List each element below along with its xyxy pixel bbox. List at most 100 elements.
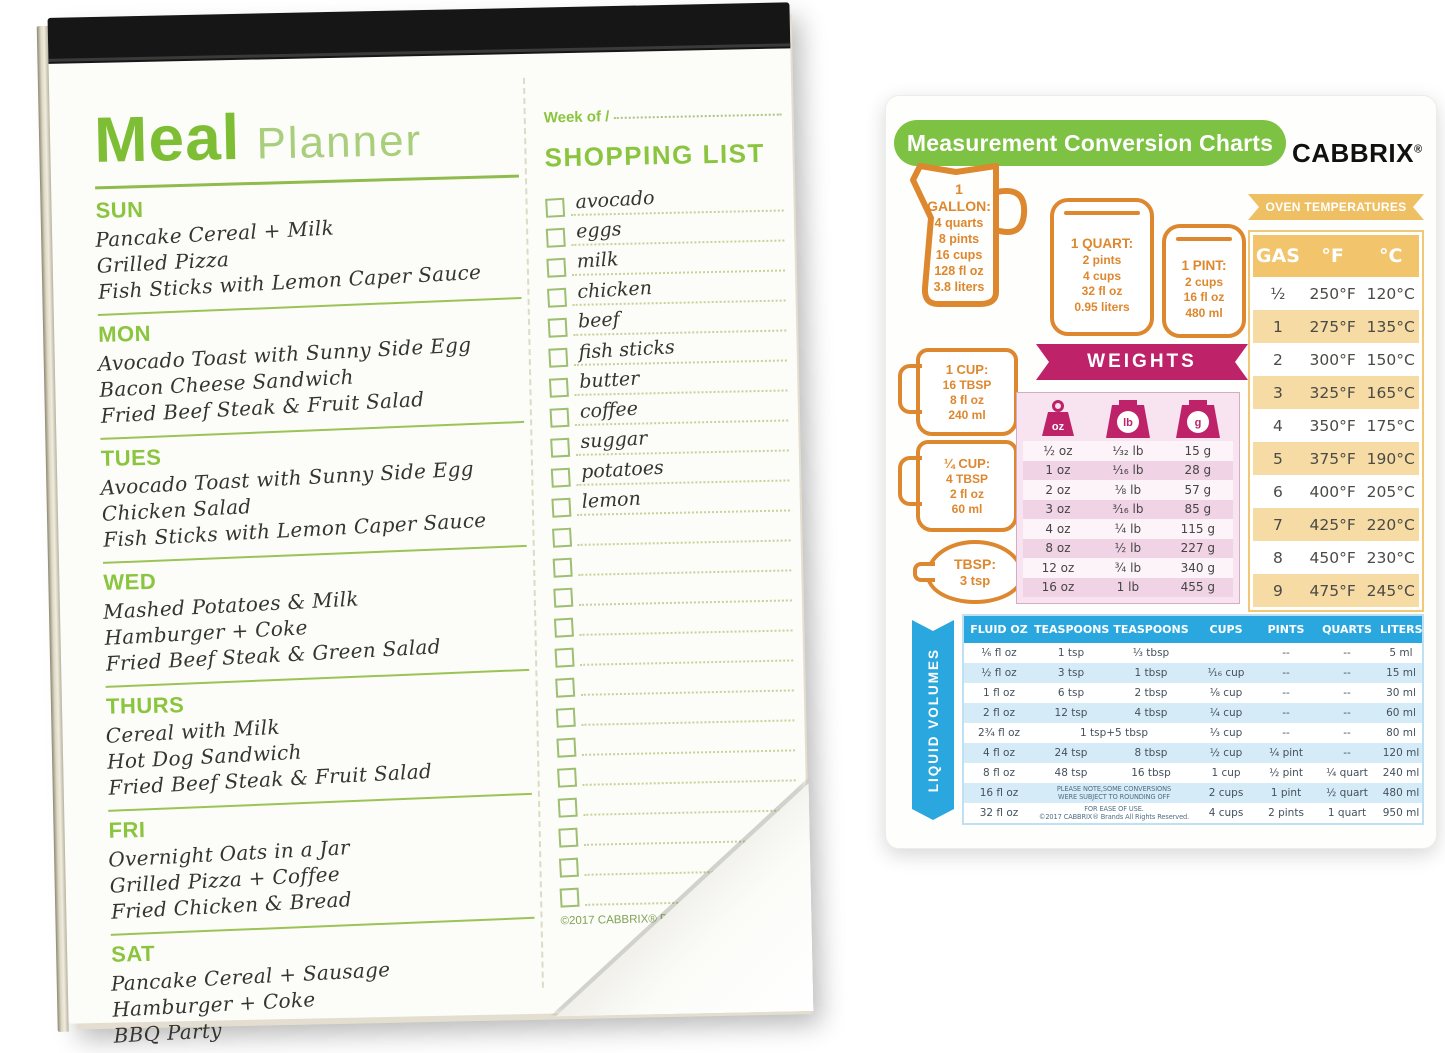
- cell: 8 tbsp: [1134, 747, 1168, 759]
- oven-ribbon-label: OVEN TEMPERATURES: [1265, 200, 1407, 214]
- cell: 16 fl oz: [979, 787, 1019, 799]
- cell: 4 fl oz: [983, 747, 1015, 759]
- cell: 15 ml: [1386, 667, 1416, 679]
- checkbox[interactable]: [548, 377, 569, 398]
- oven-row: ½ 250°F 120°C: [1253, 277, 1419, 310]
- day-section-mon: MON Avocado Toast with Sunny Side Egg Ba…: [97, 313, 525, 440]
- cell: 240 ml: [1382, 767, 1420, 779]
- checkbox[interactable]: [555, 707, 576, 728]
- liquid-row: ⅙ fl oz 1 tsp ⅓ tbsp -- -- 5 ml: [964, 643, 1422, 663]
- checkbox[interactable]: [558, 857, 579, 878]
- oven-row: 2 300°F 150°C: [1253, 343, 1419, 376]
- note-line: WERE SUBJECT TO ROUNDING OFF: [1058, 793, 1170, 801]
- checkbox[interactable]: [550, 437, 571, 458]
- note-line: ©2017 CABBRIX® Brands All Rights Reserve…: [1038, 813, 1190, 821]
- checkbox[interactable]: [552, 527, 573, 548]
- checkbox[interactable]: [553, 587, 574, 608]
- oven-row: 8 450°F 230°C: [1253, 541, 1419, 574]
- weights-ribbon: WEIGHTS: [1036, 344, 1248, 380]
- weights-row: 8 oz ½ lb 227 g: [1023, 538, 1233, 558]
- item-text: suggar: [579, 427, 648, 453]
- item-text: eggs: [575, 218, 623, 243]
- icon-label: g: [1194, 417, 1201, 429]
- checkbox[interactable]: [554, 647, 575, 668]
- checkbox[interactable]: [557, 797, 578, 818]
- checkbox[interactable]: [545, 197, 566, 218]
- checkbox[interactable]: [555, 677, 576, 698]
- shopping-list-title: SHOPPING LIST: [544, 137, 766, 173]
- cell: 220°C: [1366, 515, 1415, 534]
- cell: 2 tbsp: [1134, 687, 1168, 699]
- day-section-wed: WED Mashed Potatoes & Milk Hamburger + C…: [103, 561, 530, 688]
- item-text: fish sticks: [578, 336, 676, 364]
- cell: 12 tsp: [1054, 707, 1088, 719]
- checkbox[interactable]: [553, 617, 574, 638]
- cell: 250°F: [1309, 284, 1356, 303]
- cup-text: 1 CUP: 16 TBSP 8 fl oz 240 ml: [920, 352, 1014, 432]
- cell: 1 tbsp: [1134, 667, 1168, 679]
- vessel-line: 0.95 liters: [1074, 299, 1130, 314]
- cell: 80 ml: [1386, 727, 1416, 739]
- cell: 425°F: [1309, 515, 1356, 534]
- item-text: avocado: [574, 186, 656, 214]
- shopping-row: butter: [548, 362, 788, 398]
- vessel-line: 4 cups: [1082, 268, 1121, 283]
- checkbox[interactable]: [548, 347, 569, 368]
- title-rule: [95, 174, 520, 190]
- oven-row: 4 350°F 175°C: [1253, 409, 1419, 442]
- checkbox[interactable]: [547, 287, 568, 308]
- liquid-row: 2¾ fl oz 1 tsp+5 tbsp ⅓ cup -- -- 80 ml: [964, 723, 1422, 743]
- cell: 950 ml: [1382, 807, 1420, 819]
- cell: 3: [1272, 383, 1283, 402]
- vessel-line: 3.8 liters: [933, 280, 985, 294]
- cell: ⅙ fl oz: [981, 647, 1017, 659]
- vessel-line: 4 TBSP: [945, 471, 988, 486]
- checkbox[interactable]: [552, 557, 573, 578]
- cell: ¼ cup: [1209, 707, 1243, 719]
- vessel-heading: 1: [955, 181, 963, 197]
- checkbox[interactable]: [545, 227, 566, 248]
- weights-row: 16 oz 1 lb 455 g: [1023, 577, 1233, 597]
- cup-mug: 1 CUP: 16 TBSP 8 fl oz 240 ml: [898, 348, 1018, 436]
- mug-handle-icon: [898, 364, 922, 414]
- cell: --: [1343, 667, 1351, 679]
- week-of-blank-line[interactable]: [613, 113, 782, 120]
- day-section-thurs: THURS Cereal with Milk Hot Dog Sandwich …: [105, 685, 532, 812]
- checkbox[interactable]: [559, 887, 580, 908]
- checkbox[interactable]: [558, 827, 579, 848]
- cell: ¹⁄₁₆ lb: [1112, 463, 1144, 478]
- cell: 16 tbsp: [1131, 767, 1171, 779]
- checkbox[interactable]: [549, 407, 570, 428]
- checkbox[interactable]: [546, 257, 567, 278]
- cell: 340 g: [1180, 560, 1215, 575]
- cell: 2¾ fl oz: [977, 727, 1021, 739]
- rounding-note: PLEASE NOTE,SOME CONVERSIONS WERE SUBJECT…: [1034, 785, 1194, 801]
- checkbox[interactable]: [557, 767, 578, 788]
- checkbox[interactable]: [556, 737, 577, 758]
- cell: --: [1282, 647, 1290, 659]
- cell: --: [1343, 707, 1351, 719]
- weights-table: oz lb g ½ oz ¹⁄₃₂ lb 15 g 1 oz ¹⁄₁₆ lb 28 g …: [1016, 392, 1240, 604]
- cell: 7: [1272, 515, 1283, 534]
- checkbox[interactable]: [550, 467, 571, 488]
- cell: 32 fl oz: [979, 807, 1019, 819]
- cell: 165°C: [1366, 383, 1415, 402]
- oz-weight-icon: oz: [1023, 400, 1093, 438]
- quart-text: 1 QUART: 2 pints 4 cups 32 fl oz 0.95 li…: [1054, 218, 1150, 332]
- cell: 60 ml: [1386, 707, 1416, 719]
- cell: 9: [1272, 581, 1283, 600]
- checkbox[interactable]: [547, 317, 568, 338]
- cell: 1 fl oz: [983, 687, 1015, 699]
- checkbox[interactable]: [551, 497, 572, 518]
- cell: 115 g: [1180, 521, 1215, 536]
- cell: 5 ml: [1389, 647, 1413, 659]
- cell: --: [1282, 727, 1290, 739]
- cell: 16 oz: [1041, 580, 1075, 595]
- vessel-line: 480 ml: [1185, 305, 1223, 320]
- conversion-chart-card: Measurement Conversion Charts CABBRIX® 1…: [885, 95, 1437, 849]
- cell: 120°C: [1366, 284, 1415, 303]
- cell: 1 oz: [1045, 463, 1071, 478]
- col-header: TEASPOONS: [1034, 623, 1110, 636]
- col-header: GAS: [1255, 245, 1300, 267]
- icon-label: oz: [1052, 421, 1065, 433]
